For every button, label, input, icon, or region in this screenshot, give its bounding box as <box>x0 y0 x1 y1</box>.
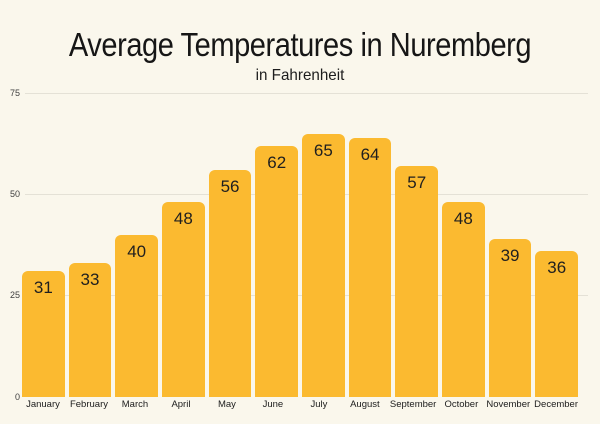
bar-october: 48 <box>442 202 485 397</box>
chart-subtitle: in Fahrenheit <box>255 67 345 84</box>
bar-value-label: 40 <box>127 241 147 261</box>
bar-value-label: 48 <box>453 209 473 229</box>
x-axis-label-september: September <box>389 399 437 410</box>
bar-august: 64 <box>348 137 392 397</box>
bar-value-label: 62 <box>267 152 287 172</box>
x-axis-label-april: April <box>171 399 191 410</box>
chart-title: Average Temperatures in Nuremberg <box>68 26 532 63</box>
bar-june: 62 <box>255 145 299 397</box>
x-axis-label-june: June <box>262 399 284 410</box>
bar-value-label: 56 <box>220 177 240 197</box>
bar-value-label: 57 <box>407 172 427 192</box>
y-gridline <box>25 92 588 94</box>
bar-february: 33 <box>68 263 112 397</box>
x-axis-label-february: February <box>69 399 108 410</box>
bar-january: 31 <box>22 271 65 397</box>
bar-may: 56 <box>208 170 252 397</box>
x-axis-label-december: December <box>534 399 578 410</box>
bar-value-label: 64 <box>360 144 380 164</box>
bar-december: 36 <box>535 251 579 397</box>
bars-row: 31 33 40 48 56 62 65 64 57 48 39 36 <box>22 133 579 397</box>
x-axis-label-january: January <box>26 399 60 410</box>
x-axis-labels-row: January February March April May June July Augu… <box>22 399 578 410</box>
y-axis-tick-label: 0 <box>14 391 20 402</box>
x-axis-label-august: August <box>350 399 380 410</box>
bar-value-label: 39 <box>500 245 520 265</box>
x-axis-label-november: November <box>486 399 531 410</box>
bar-value-label: 31 <box>33 278 53 298</box>
x-axis-label-october: October <box>444 399 479 410</box>
bar-april: 48 <box>162 202 205 397</box>
bar-value-label: 65 <box>313 140 333 160</box>
bar-value-label: 48 <box>173 209 193 229</box>
y-axis-tick-label: 75 <box>9 87 20 98</box>
x-axis-label-march: March <box>121 399 149 410</box>
y-axis-tick-label: 25 <box>9 290 20 301</box>
bar-july: 65 <box>302 133 345 397</box>
bar-november: 39 <box>488 238 532 397</box>
bar-september: 57 <box>395 165 439 397</box>
bar-value-label: 33 <box>80 270 100 290</box>
bar-value-label: 36 <box>547 258 567 278</box>
bar-march: 40 <box>115 234 159 397</box>
x-axis-label-july: July <box>310 399 328 410</box>
x-axis-label-may: May <box>217 399 236 410</box>
y-axis-tick-label: 50 <box>9 188 20 199</box>
